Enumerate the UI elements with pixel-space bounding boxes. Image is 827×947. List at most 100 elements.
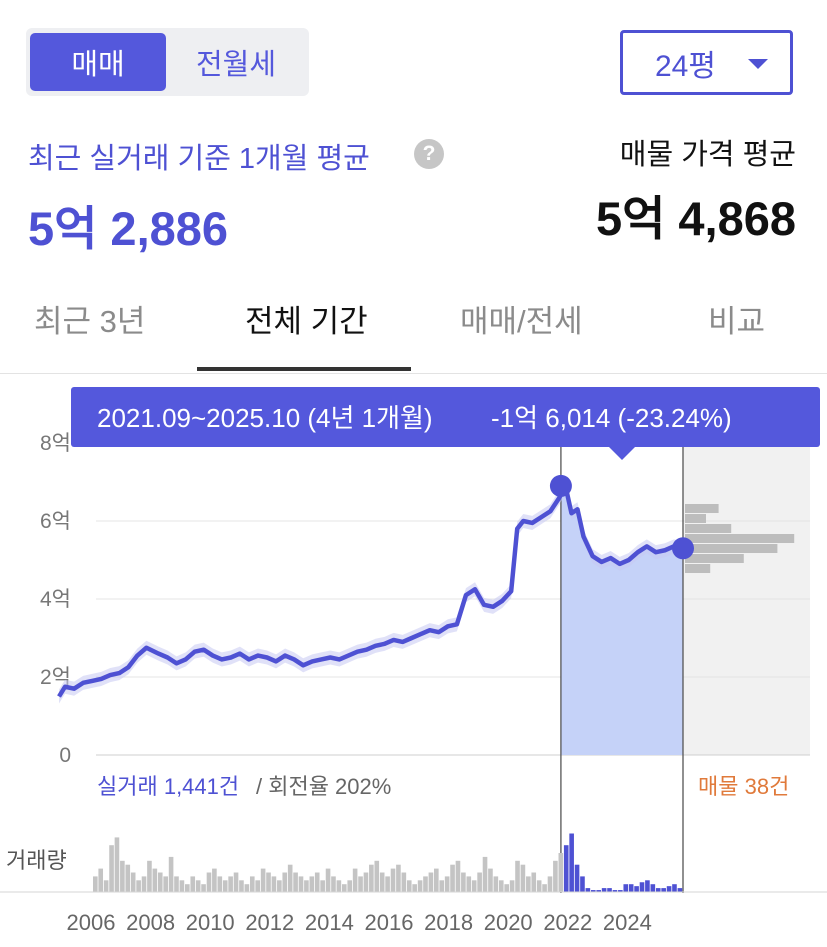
listing-histogram-bar [685,554,744,563]
volume-bar [536,880,542,892]
volume-bar [98,868,104,892]
x-tick-label: 2008 [126,910,175,935]
rent-tab-button[interactable]: 전월세 [195,49,277,81]
volume-bar [255,880,260,892]
volume-bar [628,884,634,892]
tab-all-period[interactable]: 전체 기간 [245,304,368,339]
listing-average-value: 5억 4,868 [595,192,796,245]
volume-bar [179,880,185,892]
x-tick-label: 2010 [186,910,235,935]
listing-histogram-bar [685,564,711,573]
volume-bar [493,876,499,892]
tab-compare[interactable]: 비교 [708,304,766,339]
volume-bar [341,884,347,892]
range-tooltip [71,387,820,447]
volume-bar [206,872,212,892]
volume-bar [558,853,564,892]
volume-bar [147,860,152,892]
chevron-down-icon [748,59,768,69]
volume-bar [401,872,407,892]
volume-bar [185,884,190,892]
size-dropdown[interactable]: 24평 [620,30,793,95]
volume-bar [228,876,233,892]
x-tick-label: 2016 [365,910,414,935]
listing-histogram-bar [685,524,732,533]
tab-recent-3-years[interactable]: 최근 3년 [34,304,146,339]
volume-bar [607,888,612,892]
volume-bar [661,888,666,892]
help-icon[interactable]: ? [414,139,444,169]
volume-bar [563,845,569,892]
volume-bar [618,890,623,892]
x-tick-label: 2018 [424,910,473,935]
volume-bar [482,856,488,892]
x-tick-label: 2020 [484,910,533,935]
volume-bar [547,876,553,892]
x-tick-label: 2006 [67,910,116,935]
volume-bar [590,890,596,892]
y-tick-label: 8억 [40,432,71,455]
volume-bar [390,868,396,892]
volume-bar [293,872,298,892]
volume-bar [509,880,515,892]
listing-count-label: 매물 38건 [698,774,789,799]
volume-bar [130,872,136,892]
active-tab-indicator [197,367,411,371]
turnover-label: / 회전율 202% [256,774,391,799]
volume-bar [645,880,650,892]
volume-bar [601,888,607,892]
volume-bar [282,872,288,892]
volume-bar [114,837,120,892]
listing-histogram-bar [685,514,706,523]
volume-bar [466,876,472,892]
volume-bar [314,872,320,892]
volume-bar [396,864,401,892]
volume-bar [352,868,358,892]
volume-bar [428,872,434,892]
volume-axis-label: 거래량 [6,848,67,873]
volume-bar [320,880,325,892]
volume-bar [222,880,228,892]
volume-bar [93,876,98,892]
volume-bar [461,872,466,892]
volume-bar [515,860,520,892]
volume-bar [239,880,244,892]
volume-bar [195,880,201,892]
volume-bar [477,872,482,892]
y-tick-label: 4억 [40,588,71,611]
x-tick-label: 2024 [603,910,652,935]
range-tooltip-pointer [608,446,636,460]
sale-tab-button[interactable]: 매매 [30,33,166,91]
volume-bar [212,868,217,892]
volume-bar [406,880,412,892]
volume-bar [585,888,591,892]
volume-bar [634,886,639,892]
volume-bar [174,876,179,892]
volume-bar [531,872,537,892]
volume-bar [298,876,304,892]
volume-bar [249,876,255,892]
y-tick-label: 6억 [40,510,71,533]
volume-bar [672,884,677,892]
volume-bar [434,868,439,892]
volume-bar [201,884,206,892]
volume-bar [168,856,174,892]
volume-bar [450,864,455,892]
volume-bar [569,833,574,892]
volume-bar [596,890,602,892]
volume-bar [103,880,109,892]
volume-bar [417,880,423,892]
volume-bar [309,876,315,892]
volume-bar [385,876,390,892]
volume-bar [488,868,493,892]
volume-bar [439,880,445,892]
tab-sale-jeonse[interactable]: 매매/전세 [460,304,583,339]
volume-bar [287,864,293,892]
volume-bar [277,880,282,892]
listing-histogram-bar [685,534,795,543]
volume-bar [574,864,580,892]
size-dropdown-value: 24평 [655,49,716,83]
volume-bar [244,884,250,892]
volume-bar [666,886,672,892]
volume-bar [520,864,526,892]
